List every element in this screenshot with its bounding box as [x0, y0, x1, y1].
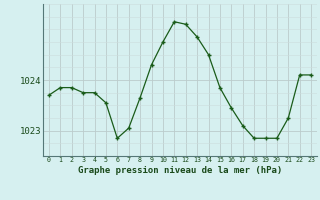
X-axis label: Graphe pression niveau de la mer (hPa): Graphe pression niveau de la mer (hPa) [78, 166, 282, 175]
